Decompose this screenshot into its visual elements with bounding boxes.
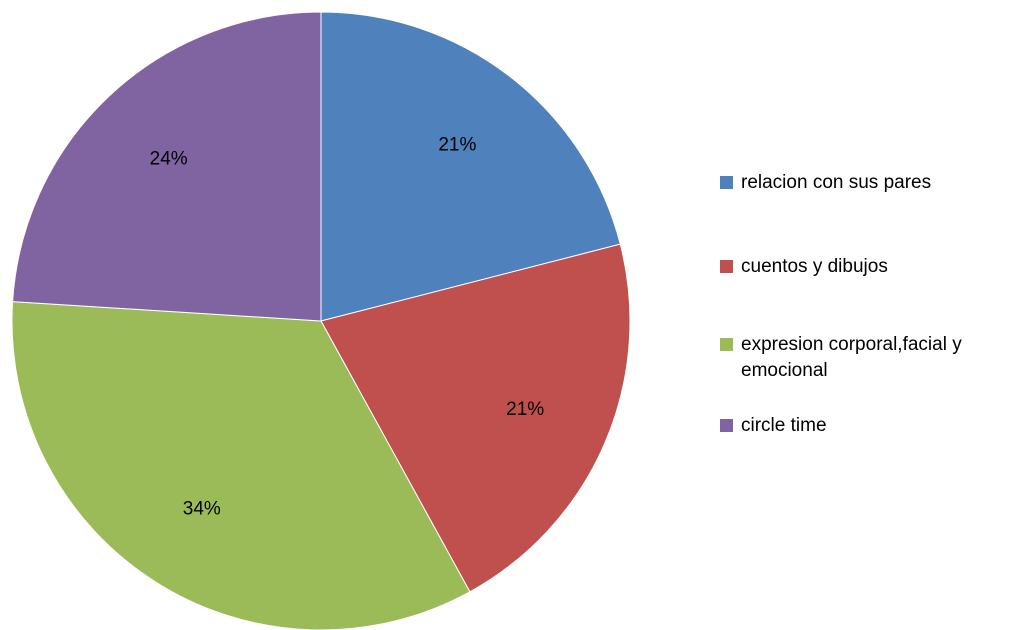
data-label-cuentos: 21%	[506, 399, 544, 420]
data-label-circle-time: 24%	[150, 148, 188, 169]
legend-swatch-relacion	[720, 176, 733, 189]
legend-label-relacion: relacion con sus pares	[741, 172, 932, 193]
legend-item-relacion: relacion con sus pares	[720, 170, 1031, 196]
pie-slice-expresion	[11, 301, 471, 630]
legend-label-expresion: expresion corporal,facial y emocional	[741, 334, 962, 381]
data-label-expresion: 34%	[183, 498, 221, 519]
legend-swatch-expresion	[720, 338, 733, 351]
data-label-relacion: 21%	[438, 135, 476, 156]
pie-plot-area: 21% 21% 34% 24%	[11, 11, 631, 630]
pie-slice-circle-time	[12, 11, 322, 322]
legend-swatch-cuentos	[720, 260, 733, 273]
legend-item-circle-time: circle time	[720, 413, 1031, 439]
legend-item-cuentos: cuentos y dibujos	[720, 254, 1031, 280]
legend-label-cuentos: cuentos y dibujos	[741, 256, 888, 277]
pie-slice-cuentos	[320, 243, 631, 593]
pie-slice-relacion	[320, 11, 621, 322]
legend-label-circle-time: circle time	[741, 415, 827, 436]
legend-item-expresion: expresion corporal,facial y emocional	[720, 332, 1031, 384]
legend-swatch-circle-time	[720, 419, 733, 432]
